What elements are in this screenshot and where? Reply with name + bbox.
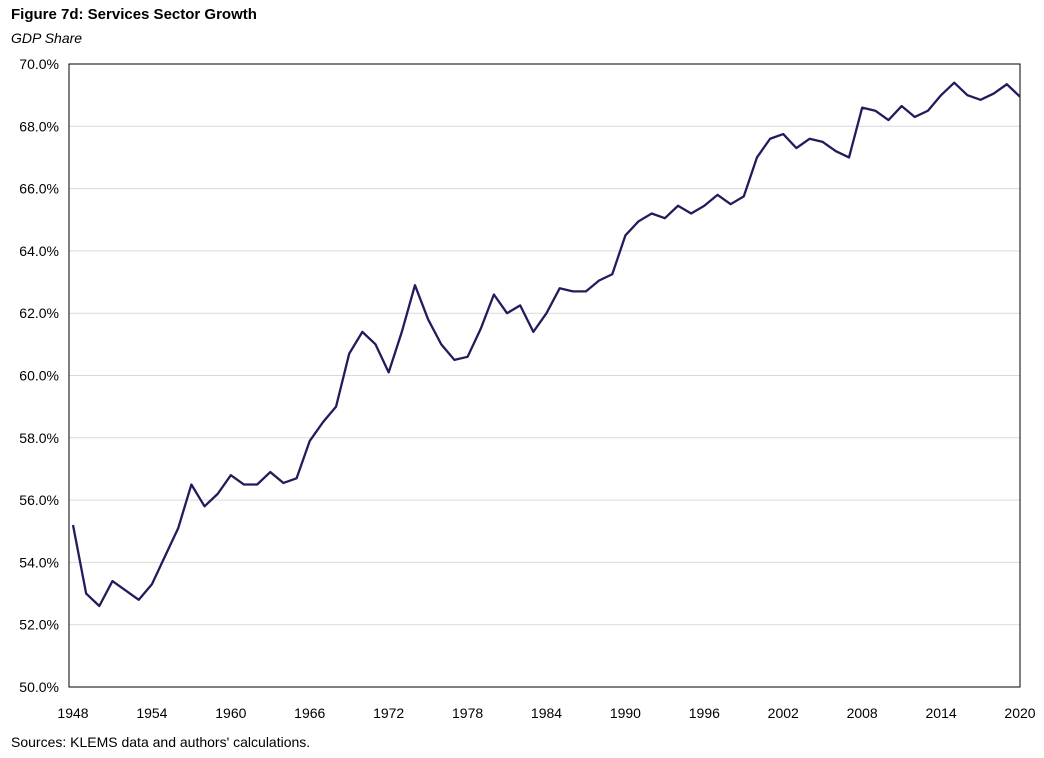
series-line xyxy=(71,81,1021,608)
y-tick-label: 62.0% xyxy=(19,305,59,321)
x-tick-label: 1966 xyxy=(294,705,325,721)
y-tick-label: 54.0% xyxy=(19,554,59,570)
x-tick-label: 1960 xyxy=(215,705,246,721)
x-tick-label: 2002 xyxy=(768,705,799,721)
tick-labels: 50.0% 52.0% 54.0% 56.0% 58.0% 60.0% 62.0% 64.0%… xyxy=(19,56,1035,721)
gridlines xyxy=(69,125,1020,626)
x-tick-label: 1978 xyxy=(452,705,483,721)
y-tick-label: 66.0% xyxy=(19,181,59,197)
y-tick-label: 56.0% xyxy=(19,492,59,508)
chart-title: Figure 7d: Services Sector Growth xyxy=(11,6,257,23)
x-tick-label: 1972 xyxy=(373,705,404,721)
x-tick-label: 1990 xyxy=(610,705,641,721)
x-tick-label: 2020 xyxy=(1004,705,1035,721)
y-tick-label: 50.0% xyxy=(19,679,59,695)
y-tick-label: 64.0% xyxy=(19,243,59,259)
x-tick-label: 1996 xyxy=(689,705,720,721)
x-tick-label: 2008 xyxy=(847,705,878,721)
y-tick-label: 52.0% xyxy=(19,617,59,633)
y-tick-label: 68.0% xyxy=(19,118,59,134)
plot-frame xyxy=(68,63,1021,688)
x-tick-label: 1984 xyxy=(531,705,562,721)
x-tick-label: 1954 xyxy=(136,705,167,721)
source-note: Sources: KLEMS data and authors' calcula… xyxy=(11,734,311,750)
y-tick-label: 58.0% xyxy=(19,430,59,446)
chart-subtitle: GDP Share xyxy=(11,30,83,46)
x-tick-label: 2014 xyxy=(926,705,957,721)
y-tick-label: 70.0% xyxy=(19,56,59,72)
y-tick-label: 60.0% xyxy=(19,368,59,384)
x-tick-label: 1948 xyxy=(57,705,88,721)
